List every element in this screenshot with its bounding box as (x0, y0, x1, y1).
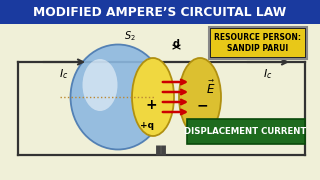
Ellipse shape (70, 44, 165, 150)
FancyBboxPatch shape (209, 27, 307, 59)
Text: $S_2$: $S_2$ (124, 29, 136, 43)
Text: $\vec{E}$: $\vec{E}$ (206, 80, 216, 96)
Text: $I_c$: $I_c$ (59, 67, 69, 81)
Ellipse shape (83, 59, 117, 111)
Text: −: − (196, 98, 208, 112)
Bar (0, 0, 320, 24)
Text: RESOURCE PERSON:
SANDIP PARUI: RESOURCE PERSON: SANDIP PARUI (214, 33, 301, 53)
Text: DISPLACEMENT CURRENT: DISPLACEMENT CURRENT (184, 127, 307, 136)
FancyBboxPatch shape (211, 29, 305, 57)
Ellipse shape (179, 58, 221, 136)
FancyBboxPatch shape (187, 118, 305, 143)
Text: d: d (172, 39, 180, 49)
Text: +: + (145, 98, 157, 112)
Text: MODIFIED AMPERE’S CIRCUITAL LAW: MODIFIED AMPERE’S CIRCUITAL LAW (33, 6, 287, 19)
Text: +q: +q (140, 120, 154, 129)
Text: $I_c$: $I_c$ (263, 67, 273, 81)
Ellipse shape (132, 58, 174, 136)
